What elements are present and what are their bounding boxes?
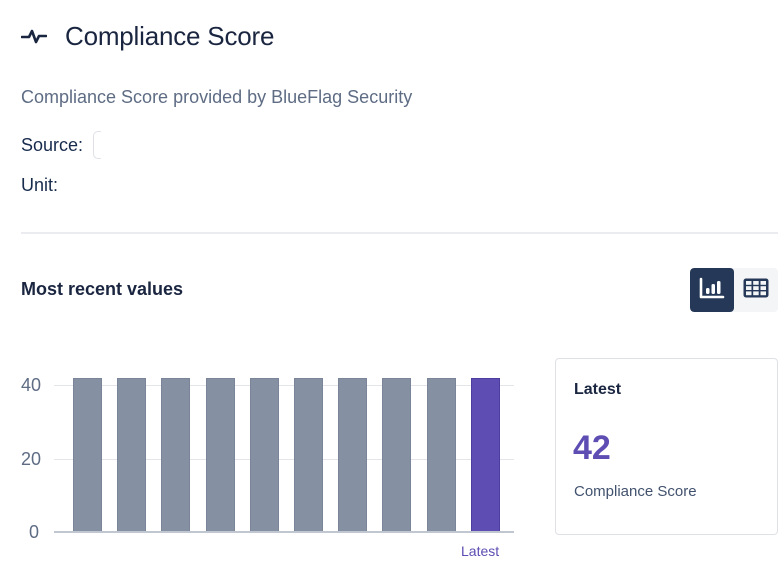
bar-latest[interactable] [470,377,500,532]
gridline [54,385,514,386]
bar[interactable] [161,377,191,532]
bar-chart-icon [698,276,726,305]
activity-pulse-icon [21,26,49,46]
x-axis-baseline [54,531,514,533]
x-tick-label-latest: Latest [461,543,500,559]
unit-label: Unit: [21,175,59,195]
latest-card-value: 42 [573,429,611,467]
table-view-button[interactable] [734,268,778,312]
latest-card-caption: Compliance Score [574,483,697,500]
y-tick-label: 0 [29,522,40,542]
view-toggle [690,268,778,312]
bar[interactable] [205,377,235,532]
y-tick-label: 40 [21,375,42,395]
unit-row: Unit: [21,175,58,196]
chart-view-button[interactable] [690,268,734,312]
page-title: Compliance Score [65,20,275,51]
bar[interactable] [426,377,456,532]
y-tick-label: 20 [21,449,42,469]
bar[interactable] [73,377,102,532]
source-label: Source: [21,134,84,155]
bar[interactable] [382,377,412,532]
latest-value-card: Latest 42 Compliance Score [555,358,778,535]
bar[interactable] [294,377,323,532]
source-value-chip [93,131,102,159]
section-divider [21,232,778,234]
gridline [54,459,514,460]
source-row: Source: [21,131,102,159]
table-grid-icon [742,277,770,304]
metric-description: Compliance Score provided by BlueFlag Se… [21,87,413,107]
bar[interactable] [338,377,368,532]
latest-card-title: Latest [574,381,622,398]
bar[interactable] [117,377,147,532]
page-header: Compliance Score [21,18,274,54]
section-title: Most recent values [21,279,184,299]
recent-values-bar-chart: 40 20 0 Latest [0,360,540,568]
bar[interactable] [249,377,279,532]
